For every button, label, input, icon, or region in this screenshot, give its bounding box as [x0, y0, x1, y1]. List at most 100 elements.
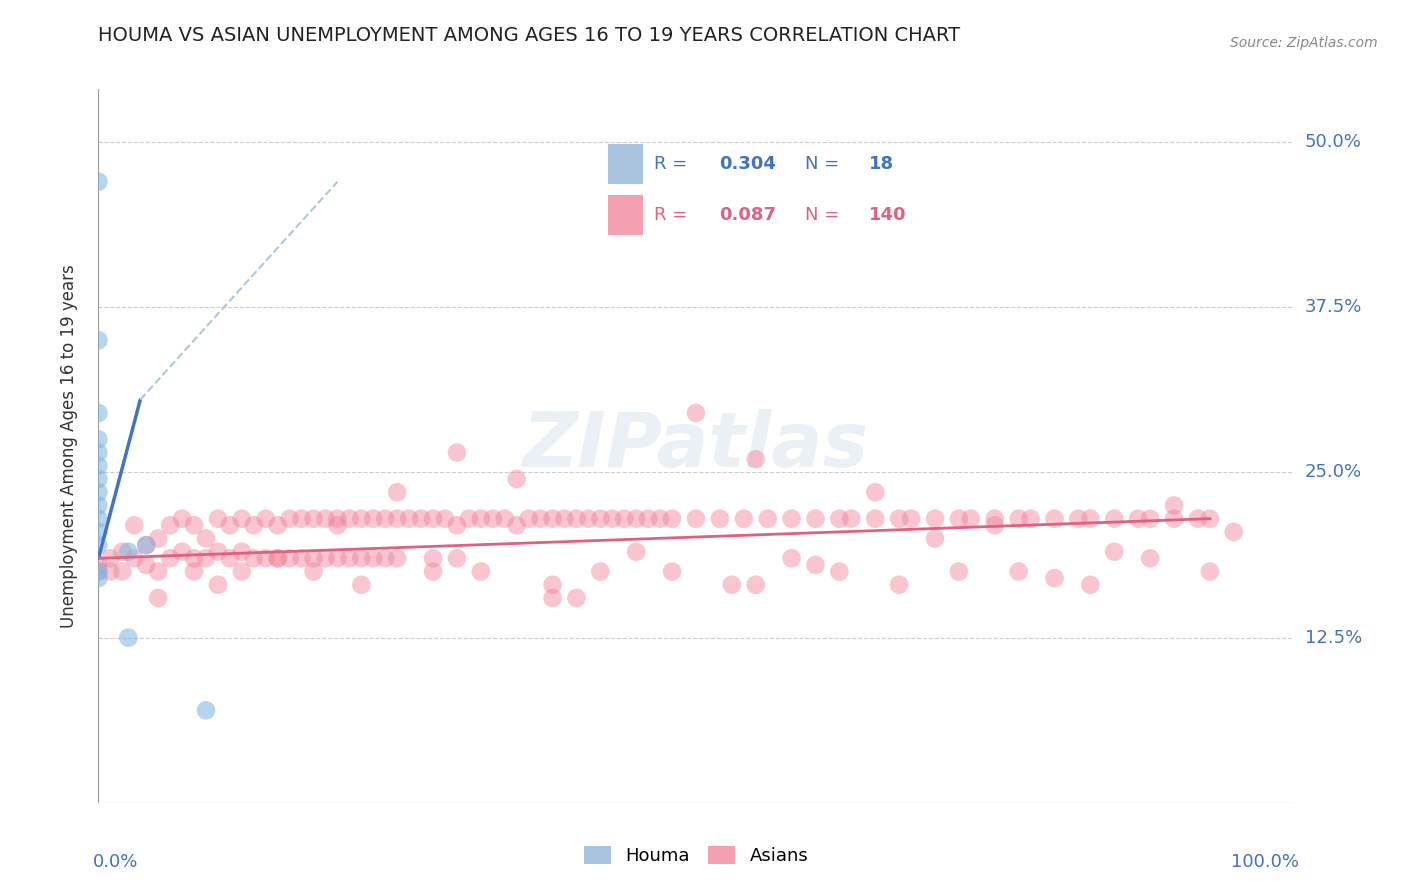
- Point: [385, 551, 409, 566]
- Point: [315, 511, 337, 525]
- Point: [733, 511, 755, 525]
- Point: [1139, 551, 1161, 566]
- Point: [302, 565, 325, 579]
- Point: [948, 511, 970, 525]
- Point: [637, 511, 659, 525]
- Point: [326, 551, 349, 566]
- Point: [889, 578, 911, 592]
- Point: [589, 565, 612, 579]
- Point: [745, 452, 768, 467]
- Point: [1019, 511, 1042, 525]
- Point: [267, 518, 290, 533]
- Point: [541, 578, 564, 592]
- Point: [159, 518, 181, 533]
- Point: [111, 565, 134, 579]
- Point: [685, 406, 707, 420]
- Point: [385, 511, 409, 525]
- Point: [135, 558, 157, 572]
- Point: [839, 511, 862, 525]
- Point: [87, 472, 110, 486]
- Point: [1187, 511, 1209, 525]
- Point: [98, 551, 122, 566]
- Point: [87, 485, 110, 500]
- Bar: [607, 145, 644, 185]
- Point: [148, 591, 170, 605]
- Point: [87, 558, 110, 572]
- Point: [576, 511, 599, 525]
- Point: [117, 631, 139, 645]
- Point: [385, 485, 409, 500]
- Point: [87, 406, 110, 420]
- Point: [422, 551, 444, 566]
- Point: [613, 511, 636, 525]
- Point: [194, 551, 217, 566]
- Point: [87, 524, 110, 539]
- Text: N =: N =: [804, 155, 839, 173]
- Point: [207, 578, 229, 592]
- Point: [1007, 511, 1029, 525]
- Legend: Houma, Asians: Houma, Asians: [576, 839, 815, 872]
- Point: [337, 551, 360, 566]
- Point: [87, 458, 110, 473]
- Point: [565, 591, 588, 605]
- Point: [124, 518, 146, 533]
- Point: [243, 518, 266, 533]
- Point: [481, 511, 505, 525]
- Text: 25.0%: 25.0%: [1305, 464, 1362, 482]
- Point: [1102, 545, 1125, 559]
- Point: [207, 511, 229, 525]
- Point: [1043, 571, 1066, 585]
- Text: N =: N =: [804, 206, 839, 224]
- Point: [124, 551, 146, 566]
- Point: [87, 433, 110, 447]
- Point: [721, 578, 744, 592]
- Point: [709, 511, 731, 525]
- Text: R =: R =: [654, 206, 693, 224]
- Text: ZIPatlas: ZIPatlas: [523, 409, 869, 483]
- Point: [804, 558, 827, 572]
- Point: [1007, 565, 1029, 579]
- Point: [87, 511, 110, 525]
- Point: [756, 511, 779, 525]
- Point: [600, 511, 623, 525]
- Point: [745, 578, 768, 592]
- Text: Source: ZipAtlas.com: Source: ZipAtlas.com: [1230, 36, 1378, 50]
- Point: [924, 532, 946, 546]
- Point: [267, 551, 290, 566]
- Point: [924, 511, 946, 525]
- Point: [948, 565, 970, 579]
- Text: 140: 140: [869, 206, 907, 224]
- Point: [135, 538, 157, 552]
- Point: [363, 551, 385, 566]
- Text: 37.5%: 37.5%: [1305, 298, 1362, 317]
- Point: [541, 591, 564, 605]
- Point: [326, 511, 349, 525]
- Point: [374, 511, 396, 525]
- Point: [290, 511, 312, 525]
- Text: 18: 18: [869, 155, 894, 173]
- Point: [470, 565, 492, 579]
- Point: [231, 511, 253, 525]
- Point: [1043, 511, 1066, 525]
- Point: [446, 551, 468, 566]
- Text: 50.0%: 50.0%: [1305, 133, 1361, 151]
- Point: [661, 565, 683, 579]
- Point: [290, 551, 312, 566]
- Point: [1102, 511, 1125, 525]
- Point: [983, 518, 1005, 533]
- Point: [422, 511, 444, 525]
- Point: [517, 511, 540, 525]
- Point: [1067, 511, 1090, 525]
- Point: [231, 565, 253, 579]
- Point: [183, 551, 205, 566]
- Bar: [607, 195, 644, 235]
- Text: 0.0%: 0.0%: [93, 853, 138, 871]
- Point: [863, 511, 886, 525]
- Point: [685, 511, 707, 525]
- Point: [959, 511, 981, 525]
- Point: [804, 511, 827, 525]
- Point: [302, 511, 325, 525]
- Point: [87, 538, 110, 552]
- Point: [900, 511, 922, 525]
- Point: [111, 545, 134, 559]
